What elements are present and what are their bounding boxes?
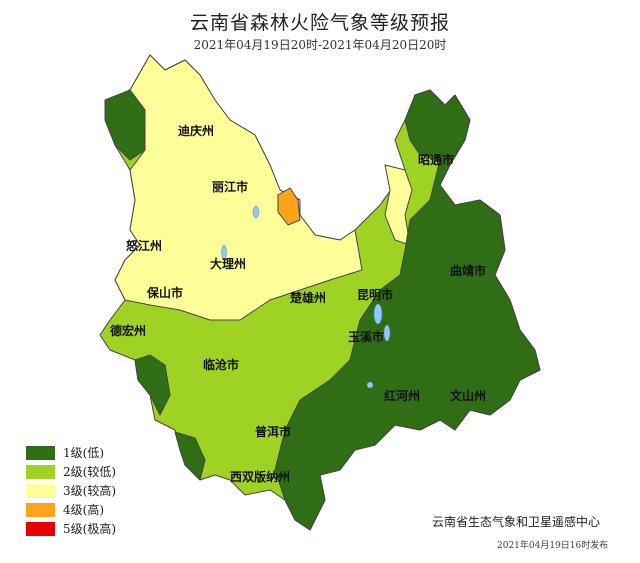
legend-item-level2: 2级(较低)	[26, 462, 116, 481]
lake-fuxian	[383, 324, 391, 342]
region-label-nujiang: 怒江州	[126, 239, 163, 253]
level1-zone-south	[174, 431, 206, 481]
region-label-lijiang: 丽江市	[212, 180, 249, 194]
region-label-chuxiong: 楚雄州	[290, 291, 327, 305]
lake-dianchi	[373, 303, 383, 325]
publish-time: 2021年04月19日16时发布	[497, 541, 609, 551]
region-label-xishuangbanna: 西双版纳州	[230, 470, 291, 484]
legend-swatch	[26, 464, 55, 479]
issuing-organization: 云南省生态气象和卫星遥感中心	[432, 515, 601, 529]
legend-item-level3: 3级(较高)	[26, 481, 116, 500]
legend-item-level1: 1级(低)	[26, 443, 116, 462]
region-label-qujing: 曲靖市	[450, 264, 487, 278]
legend-item-level4: 4级(高)	[26, 500, 116, 519]
region-label-yuxi: 玉溪市	[348, 330, 385, 344]
region-label-zhaotong: 昭通市	[418, 153, 455, 167]
region-label-diqing: 迪庆州	[178, 124, 215, 138]
level1-zone-east	[274, 89, 541, 531]
legend-swatch	[26, 445, 55, 460]
region-label-honghe: 红河州	[384, 389, 421, 403]
level3-zone-northwest	[114, 54, 363, 321]
lake-qilu	[366, 381, 374, 389]
map-title: 云南省森林火险气象等级预报	[189, 12, 450, 34]
legend-item-level5: 5级(极高)	[26, 519, 116, 538]
region-label-baoshan: 保山市	[147, 286, 184, 300]
forecast-period: 2021年04月19日20时-2021年04月20日20时	[193, 38, 447, 52]
lake-lugu	[252, 205, 260, 219]
region-label-kunming: 昆明市	[357, 288, 394, 302]
level4-zone	[277, 187, 301, 226]
legend: 1级(低) 2级(较低) 3级(较高) 4级(高) 5级(极高)	[26, 443, 116, 538]
region-label-dali: 大理州	[210, 257, 247, 271]
level1-zone-west	[134, 354, 171, 416]
region-label-puer: 普洱市	[255, 425, 292, 439]
lake-erhai	[221, 244, 227, 260]
legend-swatch	[26, 521, 55, 536]
region-label-lincang: 临沧市	[203, 358, 240, 372]
level1-zone-northwest	[104, 89, 146, 161]
region-label-dehong: 德宏州	[110, 324, 147, 338]
legend-swatch	[26, 502, 55, 517]
region-label-wenshan: 文山州	[450, 389, 487, 403]
legend-swatch	[26, 483, 55, 498]
